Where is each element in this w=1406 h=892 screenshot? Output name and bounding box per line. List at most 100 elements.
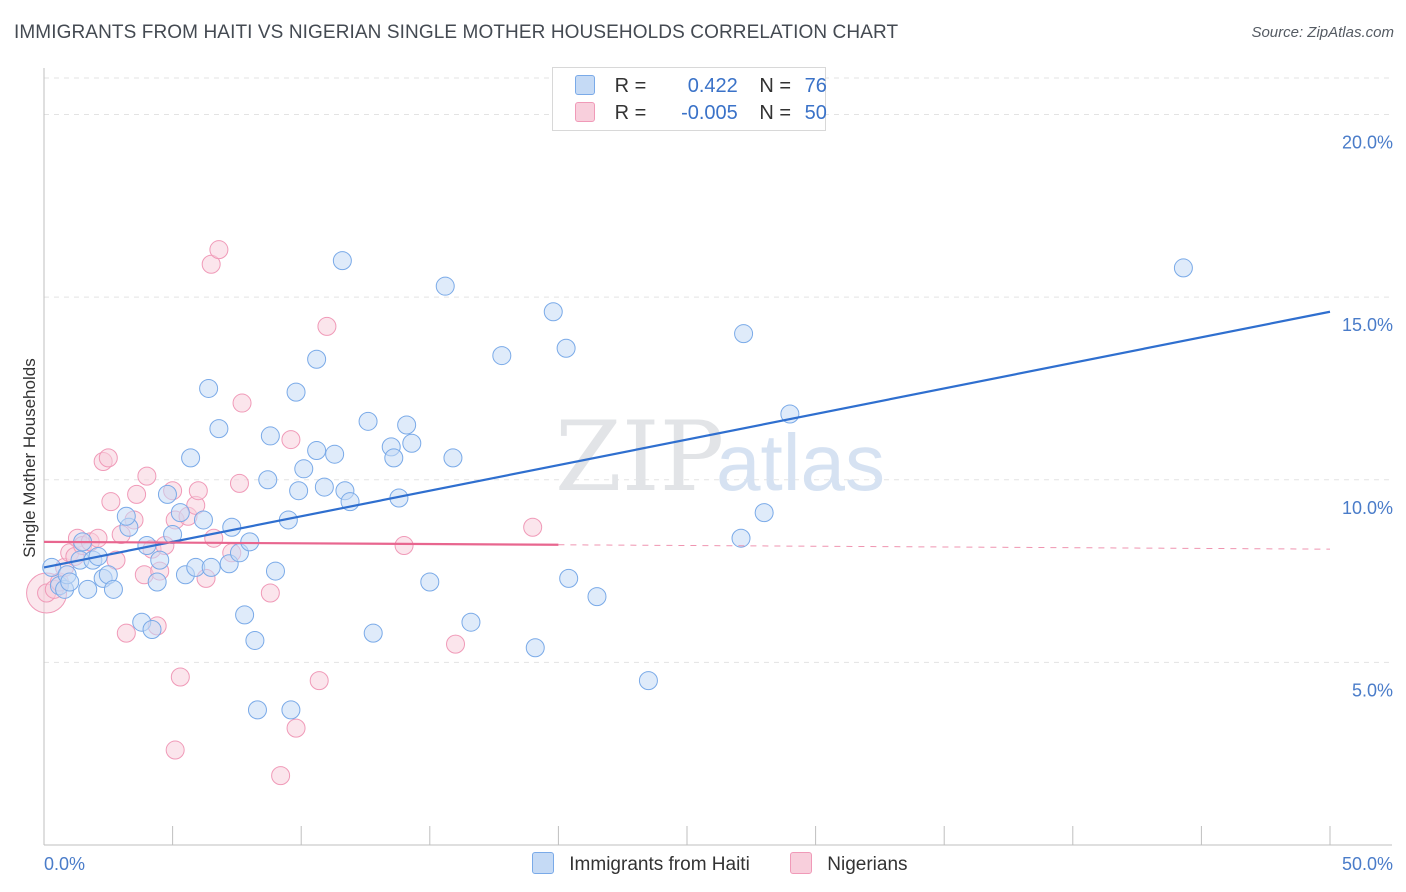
legend-item-nigerian: Nigerians [790, 852, 908, 876]
haiti-point [397, 415, 417, 435]
nigerian-point [116, 623, 136, 643]
haiti-point [384, 448, 404, 468]
haiti-point [294, 459, 314, 479]
haiti-point [116, 506, 136, 526]
haiti-point [363, 623, 383, 643]
haiti-point [402, 433, 422, 453]
nigerian-point [229, 473, 249, 493]
haiti-points [42, 251, 1193, 720]
nigerian-point [106, 550, 126, 570]
haiti-point [42, 557, 62, 577]
r-value: 0.422 [687, 75, 738, 97]
r-label: R = [614, 75, 647, 97]
haiti-point [307, 441, 327, 461]
nigerian-point [317, 316, 337, 336]
haiti-point [731, 528, 751, 548]
haiti-point [286, 382, 306, 402]
haiti-point [332, 251, 352, 271]
nigerian-point [170, 667, 190, 687]
nigerian-swatch [575, 102, 595, 122]
haiti-point [556, 338, 576, 358]
legend-row-haiti: R = 0.422 N = 76 [575, 75, 827, 101]
nigerian-trend-extension [558, 544, 1331, 550]
haiti-point [265, 561, 285, 581]
grid-lines [44, 77, 1392, 663]
haiti-point [201, 557, 221, 577]
nigerian-legend-label: Nigerians [827, 854, 908, 875]
n-label: N = [759, 102, 792, 124]
y-tick-label: 10.0% [1342, 498, 1393, 518]
y-tick-label: 20.0% [1342, 133, 1393, 153]
haiti-point [358, 411, 378, 431]
haiti-point [247, 700, 267, 720]
x-tick-label: 0.0% [44, 854, 85, 874]
trend-lines [43, 310, 1331, 569]
haiti-point [209, 419, 229, 439]
haiti-point [638, 671, 658, 691]
haiti-point [181, 448, 201, 468]
haiti-point [325, 444, 345, 464]
haiti-point [525, 638, 545, 658]
haiti-point [289, 481, 309, 501]
haiti-point [258, 470, 278, 490]
nigerian-point [260, 583, 280, 603]
y-tick-label: 5.0% [1352, 680, 1393, 700]
axes [43, 68, 1392, 846]
haiti-point [543, 302, 563, 322]
nigerian-point [101, 492, 121, 512]
nigerian-point [394, 536, 414, 556]
nigerian-point [286, 718, 306, 738]
haiti-point [142, 620, 162, 640]
legend-row-nigerian: R = -0.005 N = 50 [575, 102, 827, 128]
nigerian-point [309, 671, 329, 691]
haiti-point [461, 612, 481, 632]
nigerian-point [281, 430, 301, 450]
haiti-point [199, 378, 219, 398]
r-value: -0.005 [681, 102, 738, 124]
haiti-point [222, 517, 242, 537]
nigerian-point [523, 517, 543, 537]
nigerian-point [137, 466, 157, 486]
legend-item-haiti: Immigrants from Haiti [532, 852, 750, 876]
nigerian-point [188, 481, 208, 501]
watermark-zip: ZIP [555, 401, 724, 513]
chart-title: IMMIGRANTS FROM HAITI VS NIGERIAN SINGLE… [14, 22, 899, 43]
haiti-point [492, 346, 512, 366]
haiti-point [587, 587, 607, 607]
source-label: Source: ZipAtlas.com [1251, 24, 1394, 41]
haiti-point [435, 276, 455, 296]
nigerian-legend-swatch [790, 852, 812, 874]
watermark: ZIP atlas [555, 401, 885, 513]
nigerian-point [232, 393, 252, 413]
n-value: 76 [804, 75, 827, 97]
x-tick-label: 50.0% [1342, 854, 1393, 874]
haiti-point [1173, 258, 1193, 278]
y-tick-label: 15.0% [1342, 315, 1393, 335]
nigerian-point [271, 766, 291, 786]
haiti-point [157, 484, 177, 504]
nigerian-point [98, 448, 118, 468]
haiti-point [147, 572, 167, 592]
haiti-point [193, 510, 213, 530]
haiti-trend-line [43, 310, 1331, 569]
haiti-point [754, 503, 774, 523]
haiti-point [420, 572, 440, 592]
haiti-swatch [575, 75, 595, 95]
haiti-point [260, 426, 280, 446]
haiti-legend-label: Immigrants from Haiti [569, 854, 750, 875]
haiti-point [307, 349, 327, 369]
haiti-point [245, 630, 265, 650]
haiti-point [443, 448, 463, 468]
nigerian-point [446, 634, 466, 654]
r-label: R = [614, 102, 647, 124]
haiti-point [170, 503, 190, 523]
haiti-point [734, 324, 754, 344]
haiti-point [235, 605, 255, 625]
n-label: N = [759, 75, 792, 97]
nigerian-point [127, 484, 147, 504]
haiti-point [60, 572, 80, 592]
nigerian-point [88, 528, 108, 548]
nigerian-trend-line [43, 540, 559, 546]
tick-labels: 5.0% 10.0% 15.0% 20.0% 0.0% 50.0% [44, 133, 1393, 874]
